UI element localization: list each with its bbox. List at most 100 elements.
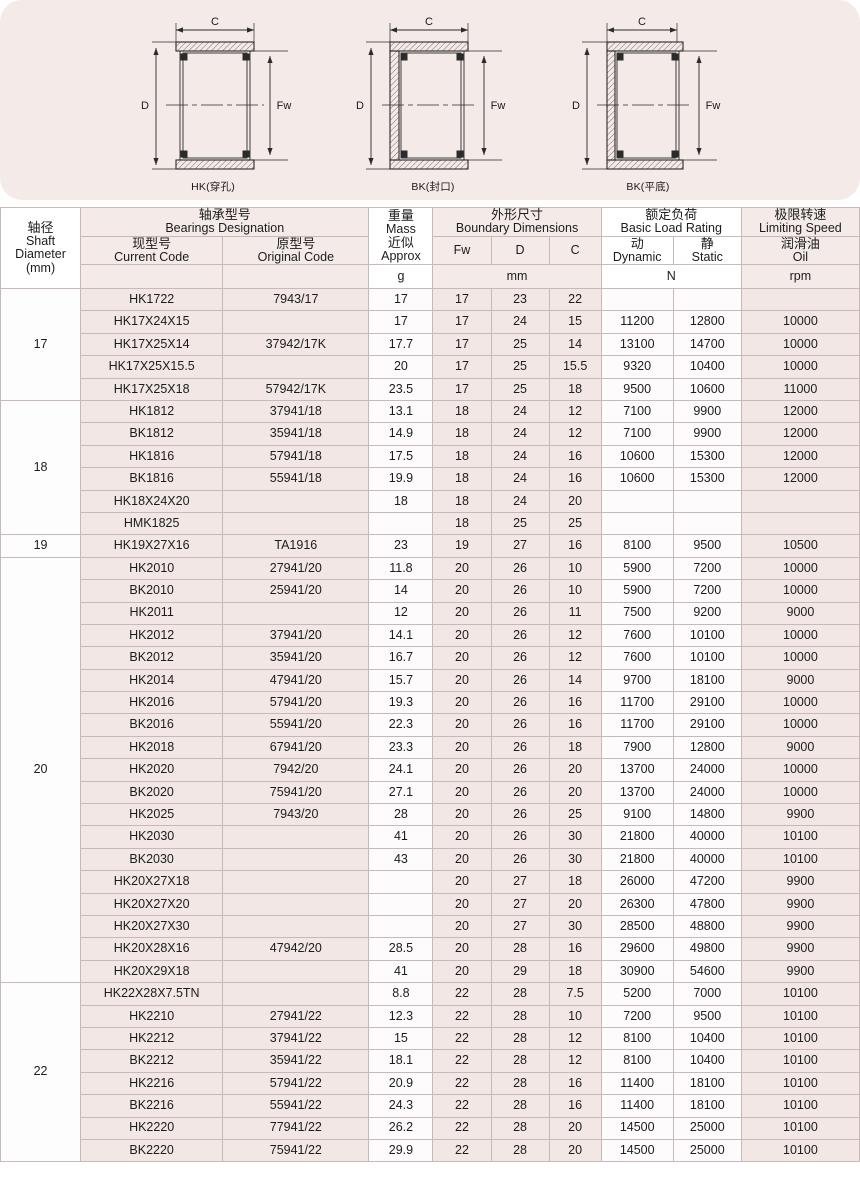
cell-c: 14: [548, 332, 602, 357]
cell-original: 35941/18: [222, 422, 370, 446]
cell-fw: 18: [432, 511, 492, 536]
svg-text:C: C: [211, 16, 219, 28]
cell-speed: 10000: [740, 780, 860, 805]
table-row: HMK1825 18 25 25: [1, 511, 860, 536]
diagram-caption: BK(平底): [626, 181, 670, 193]
table-row: 17 HK1722 7943/17 17 17 23 22: [0, 288, 860, 402]
cell-mass: 17.7: [368, 332, 434, 357]
cell-c: 30: [548, 847, 602, 872]
cell-static: 14700: [672, 332, 742, 357]
table-row: HK2011 12 20 26 11 7500 9200 9000: [1, 601, 860, 625]
cell-c: 15: [548, 310, 602, 334]
cell-dynamic: 8100: [600, 1049, 674, 1073]
cell-d: 26: [490, 556, 550, 581]
cell-mass: 14.9: [368, 422, 434, 446]
cell-fw: 20: [432, 847, 492, 872]
cell-mass: [368, 870, 434, 894]
header-current-cn: 现型号: [132, 235, 172, 251]
cell-speed: 9900: [740, 803, 860, 827]
cell-original: 7943/17: [222, 288, 370, 312]
table-row: HK20X27X30 20 27 30 28500 48800 9900: [1, 914, 860, 939]
header-unit-current: [80, 264, 224, 290]
svg-text:C: C: [638, 16, 646, 28]
cell-mass: 23.5: [368, 377, 434, 402]
cell-d: 26: [490, 691, 550, 715]
cell-d: 26: [490, 623, 550, 648]
cell-current: BK2220: [80, 1138, 224, 1163]
table-row: HK2216 57941/22 20.9 22 28 16 11400 18100 10100: [1, 1071, 860, 1096]
header-d: D: [490, 235, 550, 266]
cell-dynamic: 26000: [600, 870, 674, 894]
cell-static: 29100: [672, 713, 742, 737]
header-dynamic: 动 Dynamic: [600, 235, 674, 266]
header-static-cn: 静: [700, 235, 714, 251]
cell-original: 47942/20: [222, 937, 370, 961]
cell-d: 28: [490, 1004, 550, 1028]
cell-dynamic: 21800: [600, 847, 674, 872]
cell-original: 37941/20: [222, 623, 370, 648]
cell-c: 22: [548, 288, 602, 312]
cell-original: 37941/18: [222, 400, 370, 424]
cell-d: 24: [490, 400, 550, 424]
cell-current: HK20X28X16: [80, 937, 224, 961]
cell-d: 28: [490, 982, 550, 1006]
cell-original: 77941/22: [222, 1116, 370, 1140]
cell-current: HMK1825: [80, 511, 224, 536]
cell-dynamic: 11700: [600, 713, 674, 737]
header-boundary-en: Boundary Dimensions: [455, 221, 579, 236]
cell-d: 24: [490, 467, 550, 491]
table-row: HK2014 47941/20 15.7 20 26 14 9700 18100 9000: [1, 668, 860, 693]
cell-d: 26: [490, 668, 550, 693]
cell-dynamic: 5900: [600, 579, 674, 603]
header-c: C: [548, 235, 602, 266]
cell-mass: 14.1: [368, 623, 434, 648]
cell-speed: [740, 489, 860, 513]
cell-fw: 20: [432, 914, 492, 939]
shaft-diameter-cell: 18: [0, 400, 82, 536]
cell-fw: 20: [432, 646, 492, 670]
cell-c: 16: [548, 1094, 602, 1118]
header-mass: 重量 Mass 近似 Approx: [368, 206, 434, 266]
cell-static: 18100: [672, 1071, 742, 1096]
cell-c: 16: [548, 937, 602, 961]
cell-d: 26: [490, 735, 550, 760]
cell-current: HK19X27X16: [80, 534, 224, 558]
cell-d: 28: [490, 1094, 550, 1118]
table-row: HK17X25X18 57942/17K 23.5 17 25 18 9500 10600 11…: [1, 377, 860, 402]
cell-speed: 9000: [740, 735, 860, 760]
cell-d: 28: [490, 1138, 550, 1163]
table-row: BK2012 35941/20 16.7 20 26 12 7600 10100 10000: [1, 646, 860, 670]
cell-c: 20: [548, 892, 602, 917]
cell-d: 26: [490, 847, 550, 872]
cell-speed: 10000: [740, 332, 860, 357]
cell-mass: 13.1: [368, 400, 434, 424]
cell-current: HK17X25X15.5: [80, 355, 224, 379]
cell-original: [222, 825, 370, 849]
shaft-diameter-cell: 20: [0, 556, 82, 984]
cell-speed: 10000: [740, 646, 860, 670]
cell-current: BK2016: [80, 713, 224, 737]
cell-static: 29100: [672, 691, 742, 715]
diagram-caption: BK(封口): [411, 181, 455, 193]
header-current-en: Current Code: [114, 249, 190, 264]
cell-fw: 20: [432, 803, 492, 827]
cell-original: 57941/22: [222, 1071, 370, 1096]
cell-static: 15300: [672, 467, 742, 491]
cell-fw: 20: [432, 959, 492, 984]
bk-flat-drawing: C D Fw: [572, 16, 720, 170]
cell-current: HK1812: [80, 400, 224, 424]
cell-fw: 17: [432, 332, 492, 357]
cell-dynamic: 5200: [600, 982, 674, 1006]
cell-static: 9500: [672, 1004, 742, 1028]
cell-c: 12: [548, 422, 602, 446]
cell-static: 10400: [672, 1026, 742, 1051]
cell-dynamic: 7500: [600, 601, 674, 625]
cell-speed: 10000: [740, 758, 860, 782]
cell-static: 10600: [672, 377, 742, 402]
table-row: HK1816 57941/18 17.5 18 24 16 10600 15300 12000: [1, 444, 860, 469]
cell-mass: 17: [368, 310, 434, 334]
cell-mass: 24.1: [368, 758, 434, 782]
header-oil-cn: 润滑油: [780, 235, 820, 251]
cell-fw: 17: [432, 310, 492, 334]
cell-speed: 9900: [740, 914, 860, 939]
